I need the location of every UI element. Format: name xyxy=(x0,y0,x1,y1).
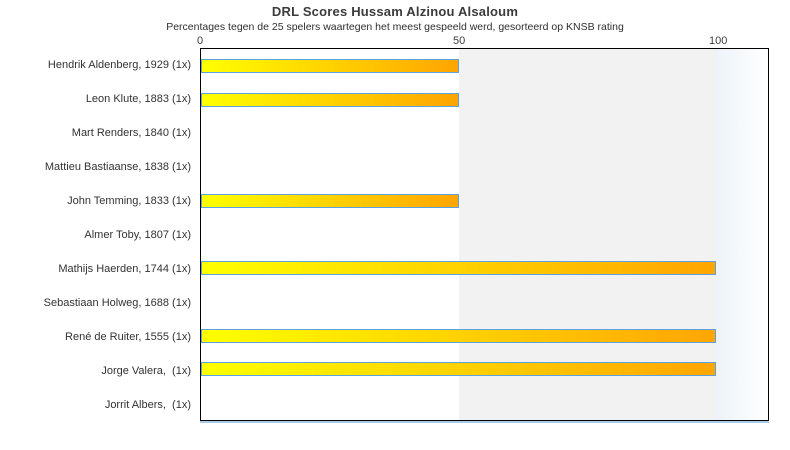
bar-row xyxy=(201,83,768,117)
category-label: Sebastiaan Holweg, 1688 (1x) xyxy=(43,297,191,309)
category-label: Mattieu Bastiaanse, 1838 (1x) xyxy=(44,161,191,173)
right-gradient-band xyxy=(716,49,768,420)
x-tick-label: 100 xyxy=(708,35,728,47)
plot-area xyxy=(200,48,769,421)
score-bar xyxy=(201,362,717,377)
category-label: René de Ruiter, 1555 (1x) xyxy=(65,331,191,343)
category-label: Almer Toby, 1807 (1x) xyxy=(84,229,191,241)
score-bar xyxy=(201,328,717,343)
category-label: Jorge Valera, (1x) xyxy=(101,365,191,377)
bar-row xyxy=(201,386,768,420)
x-tick-label: 50 xyxy=(452,35,466,47)
bar-rows xyxy=(201,49,768,420)
bar-row xyxy=(201,184,768,218)
bar-row xyxy=(201,319,768,353)
chart-subtitle: Percentages tegen de 25 spelers waartege… xyxy=(166,21,624,33)
bar-row xyxy=(201,353,768,387)
score-bar xyxy=(201,92,459,107)
bar-row xyxy=(201,218,768,252)
category-label: Mart Renders, 1840 (1x) xyxy=(71,127,191,139)
category-label: Jorrit Albers, (1x) xyxy=(104,399,191,411)
shaded-band-50-100 xyxy=(458,49,717,420)
category-label: Mathijs Haerden, 1744 (1x) xyxy=(58,263,191,275)
category-label: John Temming, 1833 (1x) xyxy=(67,195,191,207)
category-labels: Hendrik Aldenberg, 1929 (1x) Leon Klute, … xyxy=(0,48,191,422)
score-bar xyxy=(201,193,459,208)
bar-row xyxy=(201,116,768,150)
score-bar xyxy=(201,58,459,73)
x-axis-ticks: 0 50 100 xyxy=(196,34,770,47)
category-label: Hendrik Aldenberg, 1929 (1x) xyxy=(47,59,191,71)
bar-row xyxy=(201,49,768,83)
chart-title: DRL Scores Hussam Alzinou Alsaloum xyxy=(271,4,519,19)
bar-row xyxy=(201,285,768,319)
x-tick-label: 0 xyxy=(196,35,204,47)
bar-row xyxy=(201,150,768,184)
category-label: Leon Klute, 1883 (1x) xyxy=(85,93,191,105)
score-bar xyxy=(201,261,717,276)
bar-row xyxy=(201,251,768,285)
